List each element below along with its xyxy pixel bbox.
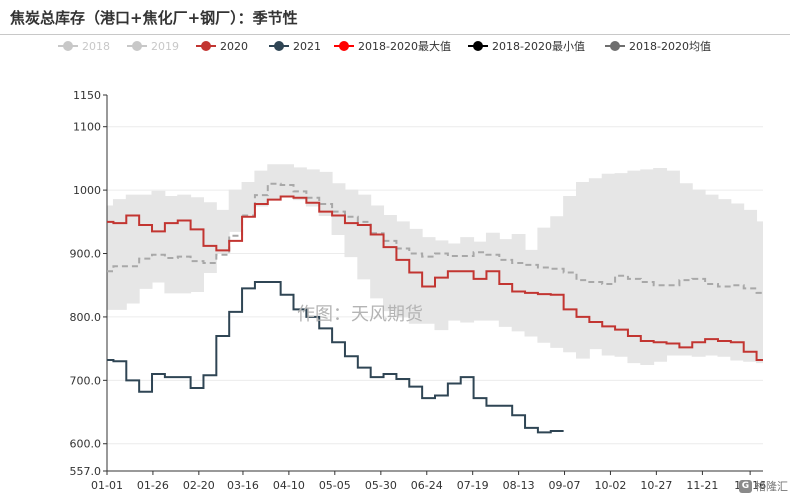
- series-avg-line: [107, 182, 763, 294]
- x-tick-label: 02-20: [183, 479, 215, 492]
- y-tick-label: 1100: [73, 121, 101, 134]
- legend-item-2018-2020最小值: 2018-2020最小值: [468, 40, 585, 53]
- legend-label: 2020: [220, 40, 248, 53]
- x-tick-label: 09-07: [549, 479, 581, 492]
- legend-label: 2021: [293, 40, 321, 53]
- x-tick-label: 03-16: [227, 479, 259, 492]
- legend-swatch-dot: [610, 41, 620, 51]
- legend-label: 2019: [151, 40, 179, 53]
- legend-item-2020: 2020: [196, 40, 248, 53]
- series-2020-line: [107, 195, 763, 362]
- watermark-text: 作图：天风期货: [297, 304, 423, 325]
- y-tick-label: 600.0: [70, 438, 102, 451]
- y-tick-label: 900.0: [70, 248, 102, 261]
- x-tick-label: 10-02: [594, 479, 626, 492]
- y-tick-label: 700.0: [70, 374, 102, 387]
- series-min-line: [107, 195, 763, 365]
- legend-item-2018-2020均值: 2018-2020均值: [605, 40, 711, 53]
- legend-swatch-dot: [339, 41, 349, 51]
- legend-label: 2018-2020最小值: [492, 40, 585, 53]
- legend-label: 2018-2020最大值: [358, 39, 451, 53]
- x-tick-label: 06-24: [411, 479, 443, 492]
- x-tick-label: 01-01: [91, 479, 123, 492]
- legend-swatch-dot: [473, 41, 483, 51]
- legend-label: 2018-2020均值: [629, 40, 711, 53]
- legend-swatch-dot: [201, 41, 211, 51]
- brand-logo-icon: G: [739, 479, 752, 493]
- x-tick-label: 04-10: [273, 479, 305, 492]
- title-bar: 焦炭总库存（港口+焦化厂+钢厂）：季节性: [0, 0, 790, 35]
- x-tick-label: 11-21: [686, 479, 718, 492]
- legend-item-2019: 2019: [127, 40, 179, 53]
- y-tick-label: 800.0: [70, 311, 102, 324]
- x-tick-label: 01-26: [137, 479, 169, 492]
- brand-logo-text: 格隆汇: [755, 480, 788, 493]
- series-2021-line: [107, 281, 564, 434]
- x-tick-label: 05-05: [319, 479, 351, 492]
- series-range-band: [107, 164, 763, 365]
- x-tick-label: 10-27: [640, 479, 672, 492]
- legend-swatch-dot: [63, 41, 73, 51]
- y-tick-label: 1000: [73, 184, 101, 197]
- x-tick-label: 08-13: [503, 479, 535, 492]
- brand-logo: G 格隆汇: [739, 478, 788, 494]
- y-tick-label: 1150: [73, 89, 101, 102]
- legend-swatch-dot: [132, 41, 142, 51]
- x-tick-label: 05-30: [365, 479, 397, 492]
- legend-item-2021: 2021: [269, 40, 321, 53]
- y-tick-label: 557.0: [70, 465, 102, 478]
- legend-swatch-dot: [274, 41, 284, 51]
- chart-title: 焦炭总库存（港口+焦化厂+钢厂）：季节性: [10, 9, 298, 27]
- legend-item-2018-2020最大值: 2018-2020最大值: [334, 39, 451, 53]
- legend-label: 2018: [82, 40, 110, 53]
- legend-item-2018: 2018: [58, 40, 110, 53]
- series-max-line: [107, 164, 763, 251]
- x-tick-label: 07-19: [457, 479, 489, 492]
